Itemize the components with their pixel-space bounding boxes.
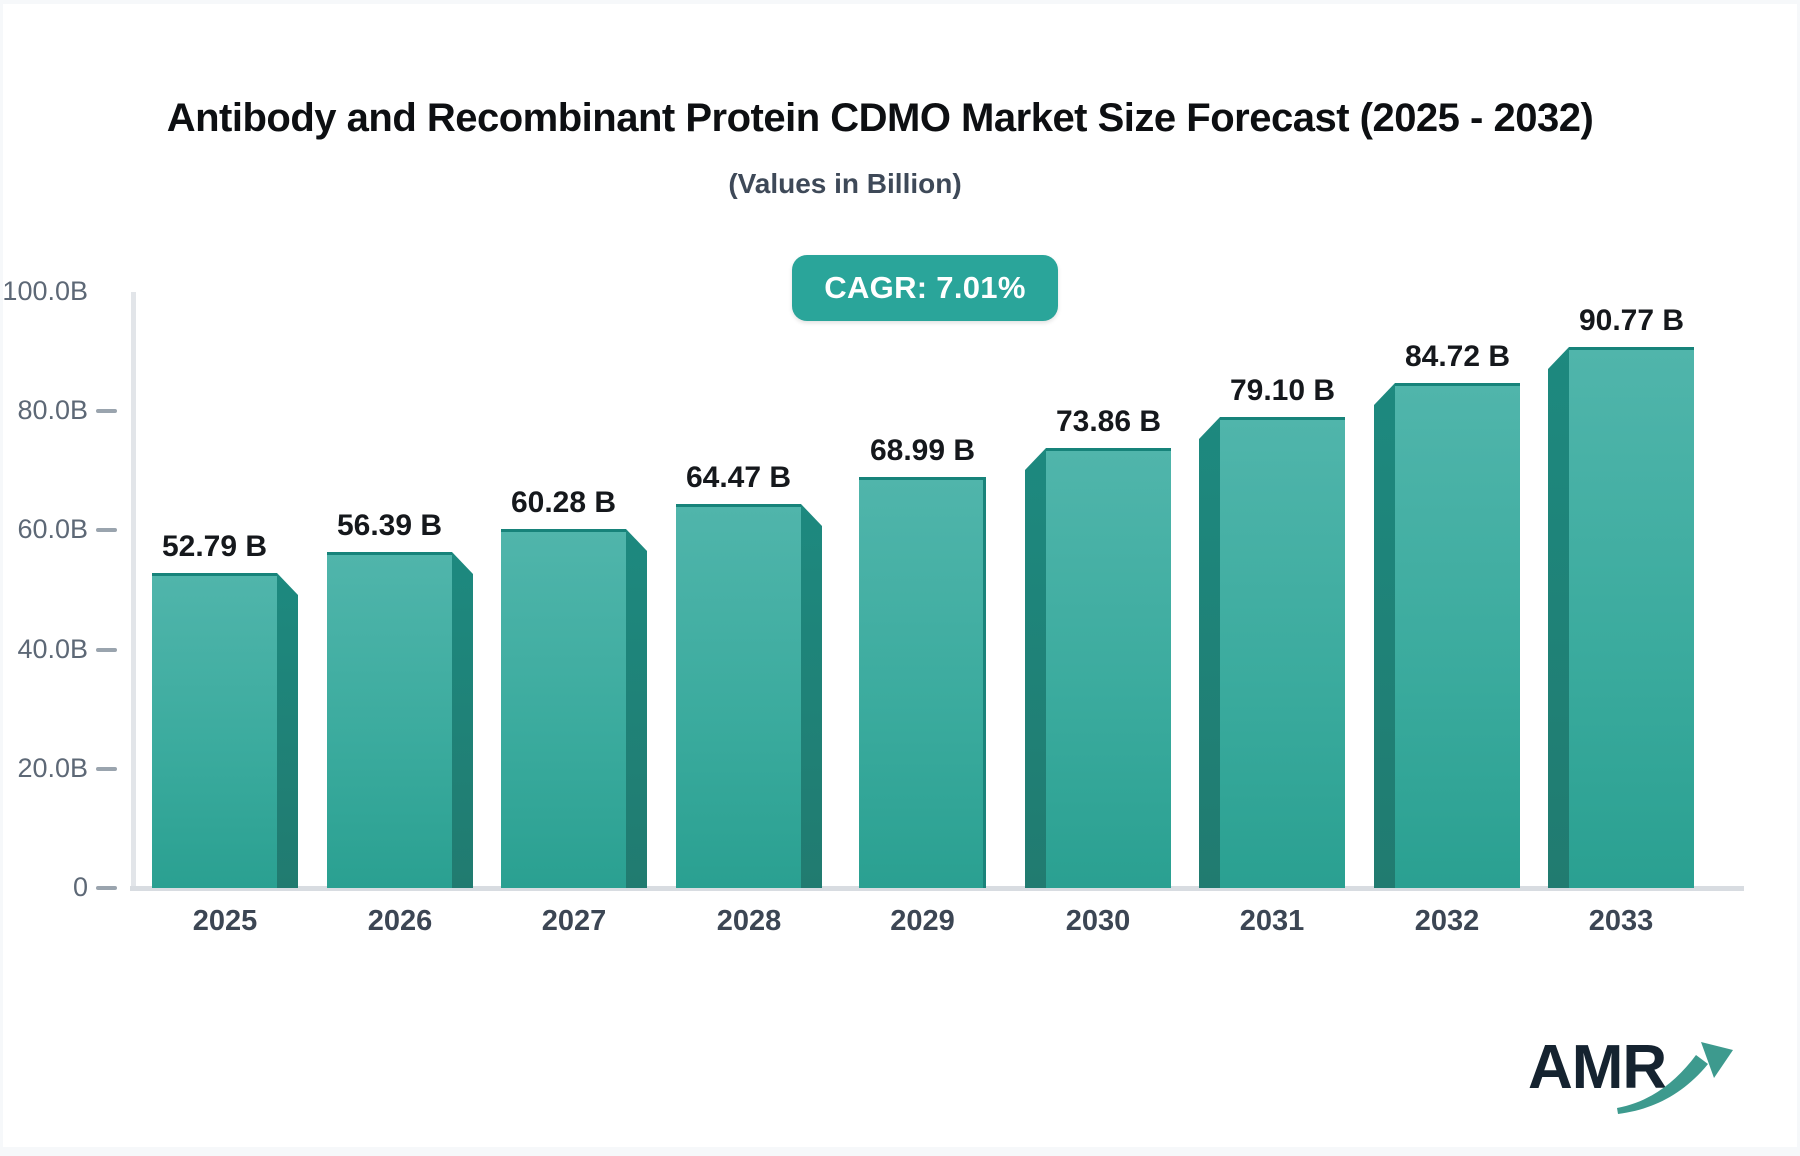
bar-side-panel [626, 529, 647, 888]
bar-face [859, 477, 986, 888]
y-tick-label-60: 60.0B [17, 514, 88, 544]
y-tick-dash [96, 409, 117, 413]
y-tick-dash [96, 767, 117, 771]
chart-subtitle: (Values in Billion) [728, 168, 962, 199]
bar-value-label: 79.10 B [1229, 374, 1336, 407]
y-tick-label-80: 80.0B [17, 395, 88, 425]
bar-side-panel [801, 504, 822, 888]
bar-2032: 84.72 B 2032 [1374, 340, 1520, 937]
bar-side-panel [1548, 347, 1569, 888]
bar-face [1046, 448, 1171, 888]
y-tick-dash [96, 886, 117, 890]
x-axis-label-2033: 2033 [1588, 905, 1654, 937]
bar-value-label: 84.72 B [1404, 340, 1511, 373]
bar-side-panel [277, 573, 298, 888]
bar-side-panel [1374, 383, 1395, 888]
bar-2027: 60.28 B 2027 [501, 486, 647, 937]
bar-value-label: 60.28 B [510, 486, 617, 519]
x-axis-label-2031: 2031 [1239, 905, 1305, 937]
bar-side-panel [452, 552, 473, 888]
x-axis-label-2032: 2032 [1414, 905, 1480, 937]
bar-face [1220, 417, 1345, 888]
bar-face [1569, 347, 1694, 888]
y-tick-dash [96, 528, 117, 532]
bar-value-label: 64.47 B [685, 461, 792, 494]
bar-face [501, 529, 626, 888]
bar-face [327, 552, 452, 888]
bar-value-label: 56.39 B [336, 509, 443, 542]
bar-face [676, 504, 801, 888]
amr-logo-text: AMR [1528, 1033, 1667, 1102]
cagr-badge-label: CAGR: 7.01% [824, 270, 1026, 305]
x-axis-label-2028: 2028 [716, 905, 782, 937]
bar-value-label: 73.86 B [1055, 405, 1162, 438]
bar-face [1395, 383, 1520, 888]
y-tick-label-100: 100.0B [2, 276, 88, 306]
y-tick-label-20: 20.0B [17, 753, 88, 783]
y-tick-label-40: 40.0B [17, 634, 88, 664]
y-axis-line [131, 292, 136, 886]
x-axis-label-2025: 2025 [192, 905, 258, 937]
chart-title: Antibody and Recombinant Protein CDMO Ma… [166, 96, 1594, 140]
bar-2031: 79.10 B 2031 [1199, 374, 1345, 937]
bar-face [152, 573, 277, 888]
bar-side-panel [1199, 417, 1220, 888]
bar-2033: 90.77 B 2033 [1548, 304, 1694, 937]
x-axis-label-2030: 2030 [1065, 905, 1131, 937]
bar-2029: 68.99 B 2029 [859, 434, 986, 937]
bar-value-label: 68.99 B [869, 434, 976, 467]
x-axis-label-2029: 2029 [890, 905, 955, 937]
x-axis-label-2026: 2026 [367, 905, 433, 937]
bar-2030: 73.86 B 2030 [1025, 405, 1171, 937]
x-axis-label-2027: 2027 [541, 905, 607, 937]
bar-2025: 52.79 B 2025 [152, 530, 298, 937]
bar-value-label: 90.77 B [1578, 304, 1685, 337]
bar-side-panel [1025, 448, 1046, 888]
y-tick-dash [96, 648, 117, 652]
growth-arrow-icon [1617, 1042, 1733, 1114]
bar-2026: 56.39 B 2026 [327, 509, 473, 937]
y-tick-label-0: 0 [72, 872, 88, 902]
bar-2028: 64.47 B 2028 [676, 461, 822, 937]
cagr-badge: CAGR: 7.01% [792, 255, 1058, 321]
bars-container: 52.79 B 2025 56.39 B 2026 60.28 B 2027 64.47 B… [120, 292, 1760, 937]
bar-value-label: 52.79 B [161, 530, 268, 563]
x-axis-baseline [130, 886, 1744, 891]
amr-logo: AMR [1528, 1032, 1733, 1122]
